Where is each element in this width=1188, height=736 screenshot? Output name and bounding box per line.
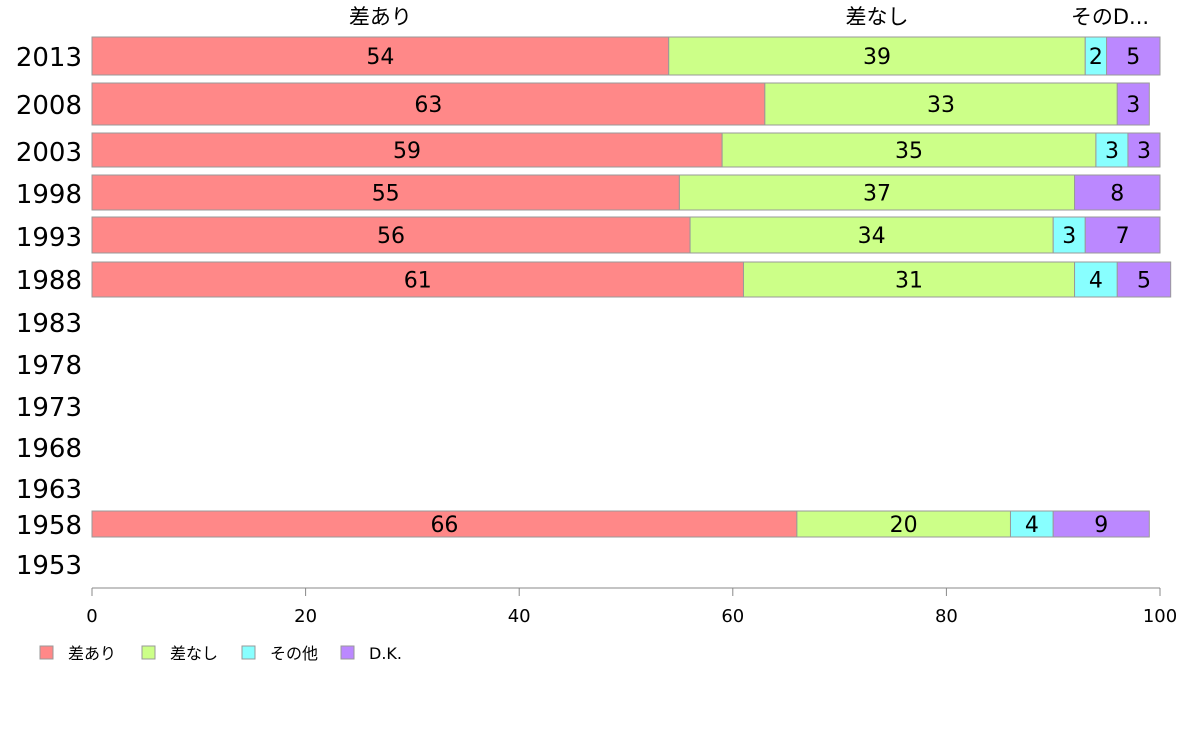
year-label-2003: 2003 xyxy=(16,138,82,168)
bars-layer: 54 39 2 563 33 359 35 3 355 37 856 34 3 761 31 4 566 20 4 9 xyxy=(91,36,1172,538)
bar-1958-series-1 xyxy=(796,510,1011,538)
bar-2008-series-1 xyxy=(764,82,1118,126)
bar-label-1988-series-0: 61 xyxy=(404,269,432,294)
bar-1998-series-3 xyxy=(1074,174,1161,211)
legend-label-3: D.K. xyxy=(369,644,402,663)
year-label-1988: 1988 xyxy=(16,266,82,296)
bar-label-1998-series-0: 55 xyxy=(372,182,400,207)
bar-1993-series-3 xyxy=(1084,216,1161,254)
year-label-1973: 1973 xyxy=(16,393,82,423)
year-label-1983: 1983 xyxy=(16,309,82,339)
bar-2008-series-3 xyxy=(1116,82,1150,126)
bar-1988-series-3 xyxy=(1116,261,1172,298)
bar-label-2008-series-1: 33 xyxy=(927,93,955,118)
legend: 差あり 差なし その他 D.K. xyxy=(39,644,402,663)
year-labels: 2013 2008 2003 1998 1993 1988 1983 1978 1973 1968… xyxy=(16,43,82,581)
year-label-1993: 1993 xyxy=(16,223,82,253)
bar-label-2008-series-0: 63 xyxy=(414,93,442,118)
bar-label-2013-series-2: 2 xyxy=(1089,45,1103,70)
bar-label-1988-series-2: 4 xyxy=(1089,269,1103,294)
bar-1993-series-2 xyxy=(1052,216,1086,254)
bar-2008-series-0 xyxy=(91,82,766,126)
top-label-2: そのD... xyxy=(1071,5,1149,29)
year-label-2013: 2013 xyxy=(16,43,82,73)
legend-swatch-1 xyxy=(141,645,156,660)
year-label-1958: 1958 xyxy=(16,511,82,541)
bar-label-1958-series-3: 9 xyxy=(1094,513,1108,538)
year-label-1963: 1963 xyxy=(16,475,82,505)
bar-2013-series-0 xyxy=(91,36,670,76)
x-tick-label-40: 40 xyxy=(508,606,531,627)
legend-swatch-3 xyxy=(340,645,355,660)
bar-label-1958-series-0: 66 xyxy=(430,513,458,538)
bar-label-2013-series-1: 39 xyxy=(863,45,891,70)
bar-2013-series-1 xyxy=(668,36,1086,76)
bar-2003-series-0 xyxy=(91,132,723,168)
legend-label-1: 差なし xyxy=(170,644,218,663)
bar-2003-series-1 xyxy=(721,132,1097,168)
bar-label-1988-series-1: 31 xyxy=(895,269,923,294)
bar-label-1998-series-1: 37 xyxy=(863,182,891,207)
bar-label-1993-series-2: 3 xyxy=(1062,224,1076,249)
legend-label-2: その他 xyxy=(270,644,318,663)
bar-2003-series-2 xyxy=(1095,132,1129,168)
legend-swatch-0 xyxy=(39,645,54,660)
bar-1998-series-0 xyxy=(91,174,680,211)
bar-1988-series-1 xyxy=(742,261,1076,298)
bar-label-1958-series-1: 20 xyxy=(890,513,918,538)
legend-swatch-2 xyxy=(241,645,256,660)
bar-2003-series-3 xyxy=(1127,132,1161,168)
year-label-1968: 1968 xyxy=(16,434,82,464)
top-label-0: 差あり xyxy=(349,5,412,29)
year-label-1953: 1953 xyxy=(16,551,82,581)
x-axis: 0 20 40 60 80 100 xyxy=(86,587,1177,627)
top-series-labels: 差あり 差なし そのD... xyxy=(349,5,1149,29)
x-tick-label-80: 80 xyxy=(935,606,958,627)
bar-label-1993-series-3: 7 xyxy=(1116,224,1130,249)
bar-2013-series-3 xyxy=(1106,36,1161,76)
top-label-1: 差なし xyxy=(845,5,908,29)
bar-label-2013-series-0: 54 xyxy=(366,45,394,70)
bar-1988-series-0 xyxy=(91,261,744,298)
bar-label-2003-series-1: 35 xyxy=(895,139,923,164)
bar-label-1998-series-3: 8 xyxy=(1110,182,1124,207)
bar-label-2003-series-0: 59 xyxy=(393,139,421,164)
year-label-2008: 2008 xyxy=(16,91,82,121)
bar-1993-series-0 xyxy=(91,216,691,254)
legend-label-0: 差あり xyxy=(68,644,116,663)
bar-1958-series-3 xyxy=(1052,510,1150,538)
bar-label-2013-series-3: 5 xyxy=(1126,45,1140,70)
bar-label-2008-series-3: 3 xyxy=(1126,93,1140,118)
x-tick-label-60: 60 xyxy=(721,606,744,627)
year-label-1998: 1998 xyxy=(16,180,82,210)
bar-1958-series-0 xyxy=(91,510,798,538)
bar-1993-series-1 xyxy=(689,216,1054,254)
bar-label-1993-series-0: 56 xyxy=(377,224,405,249)
bar-label-2003-series-3: 3 xyxy=(1137,139,1151,164)
bar-label-1988-series-3: 5 xyxy=(1137,269,1151,294)
bar-label-1993-series-1: 34 xyxy=(858,224,886,249)
x-tick-label-20: 20 xyxy=(294,606,317,627)
bar-1958-series-2 xyxy=(1009,510,1054,538)
x-tick-label-0: 0 xyxy=(86,606,97,627)
x-tick-label-100: 100 xyxy=(1143,606,1177,627)
bar-label-2003-series-2: 3 xyxy=(1105,139,1119,164)
bar-label-1958-series-2: 4 xyxy=(1025,513,1039,538)
bar-1998-series-1 xyxy=(678,174,1076,211)
year-label-1978: 1978 xyxy=(16,351,82,381)
